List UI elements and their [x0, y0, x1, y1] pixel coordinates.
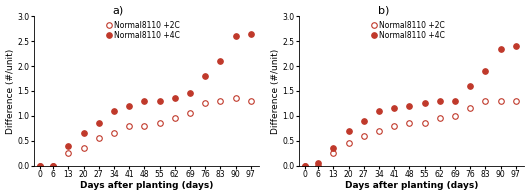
- X-axis label: Days after planting (days): Days after planting (days): [80, 181, 213, 191]
- Legend: Normal8110 +2C, Normal8110 +4C: Normal8110 +2C, Normal8110 +4C: [370, 20, 446, 41]
- Y-axis label: Difference (#/unit): Difference (#/unit): [5, 48, 14, 133]
- Text: b): b): [378, 5, 389, 15]
- Y-axis label: Difference (#/unit): Difference (#/unit): [270, 48, 279, 133]
- Legend: Normal8110 +2C, Normal8110 +4C: Normal8110 +2C, Normal8110 +4C: [105, 20, 181, 41]
- Text: a): a): [113, 5, 124, 15]
- X-axis label: Days after planting (days): Days after planting (days): [345, 181, 478, 191]
